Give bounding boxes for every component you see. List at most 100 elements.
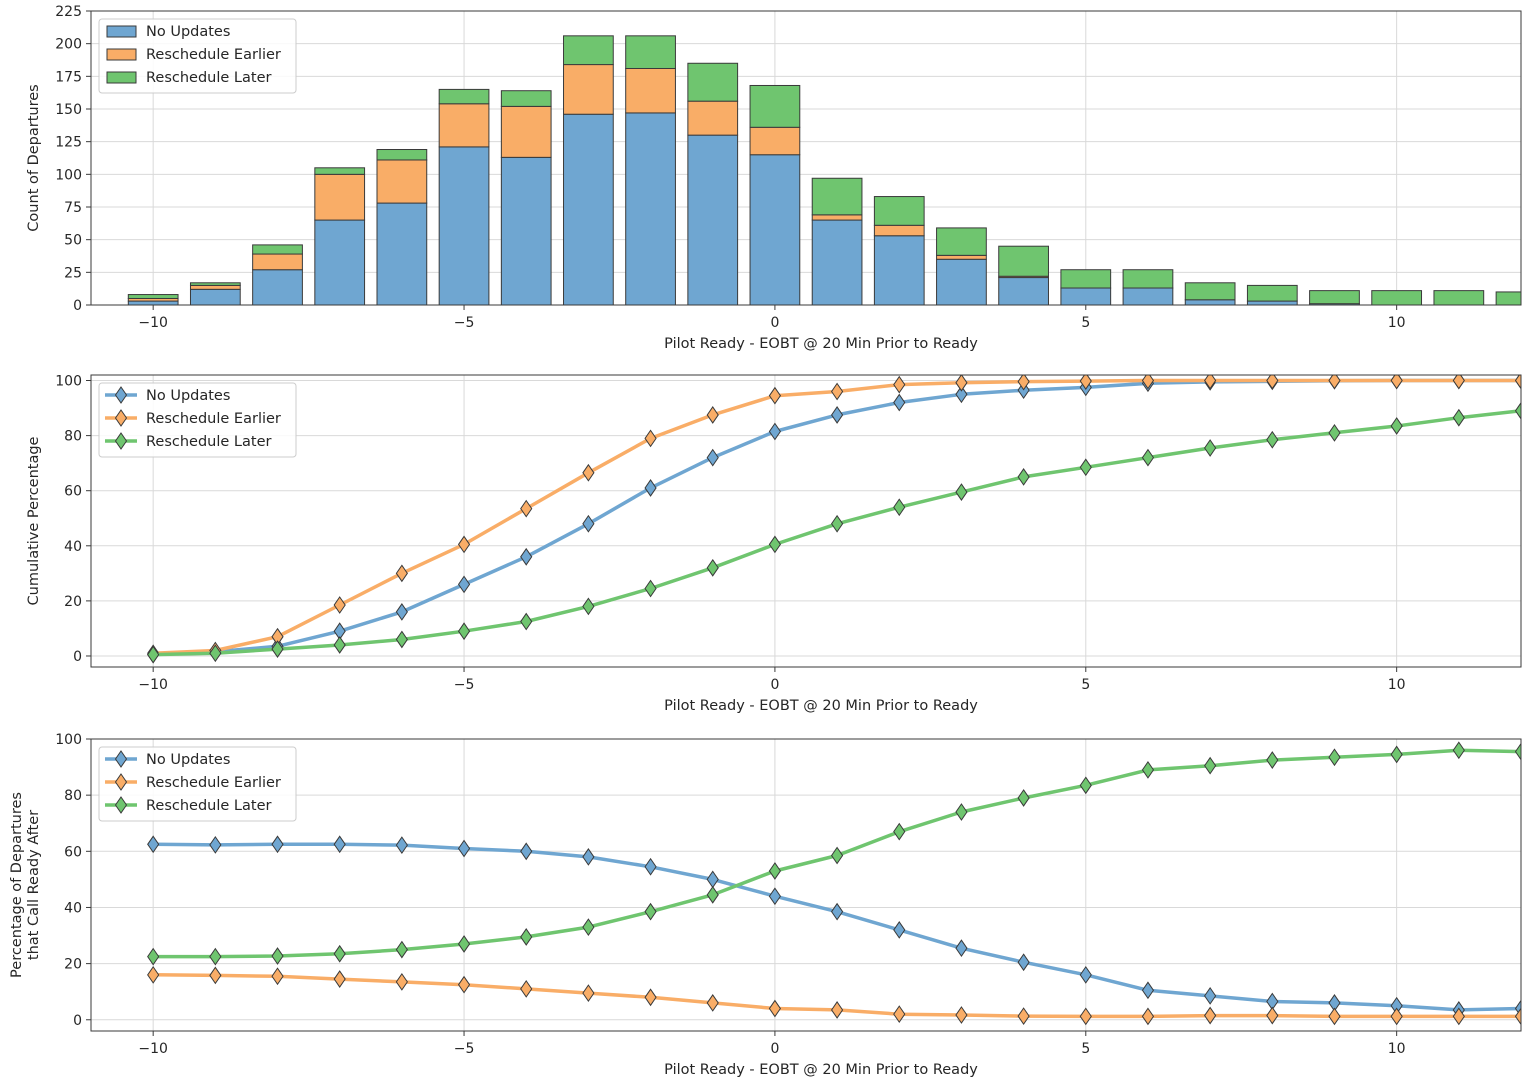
bar-segment xyxy=(687,62,739,102)
bar-segment xyxy=(376,159,428,204)
y-tick-label: 200 xyxy=(55,37,82,53)
axes-frame xyxy=(90,738,1522,1032)
data-point xyxy=(457,935,471,953)
data-point xyxy=(830,1001,844,1019)
x-tick-label: 10 xyxy=(1388,677,1406,693)
data-point xyxy=(520,928,533,946)
y-tick-label: 0 xyxy=(73,649,82,665)
data-point xyxy=(1390,1007,1403,1026)
bar-segment xyxy=(873,224,925,237)
data-point xyxy=(893,1005,906,1024)
data-point xyxy=(147,645,160,664)
data-point xyxy=(768,535,782,554)
bar-segment xyxy=(1433,290,1485,305)
data-point xyxy=(520,612,533,631)
x-tick-label: −5 xyxy=(454,1041,475,1057)
data-point xyxy=(1266,430,1279,449)
data-point xyxy=(520,499,533,518)
data-point xyxy=(1328,1007,1341,1026)
legend: No Updates Reschedule Earlier Reschedule L… xyxy=(98,18,297,94)
x-axis-label: Pilot Ready - EOBT @ 20 Min Prior to Rea… xyxy=(664,336,978,352)
data-point xyxy=(955,375,968,392)
bar-segment xyxy=(1246,300,1298,305)
data-point xyxy=(1079,375,1092,390)
bar-segment xyxy=(563,64,614,115)
data-point xyxy=(520,842,533,861)
y-tick-label: 0 xyxy=(73,298,82,314)
x-axis-label: Pilot Ready - EOBT @ 20 Min Prior to Rea… xyxy=(664,1062,978,1078)
data-point xyxy=(955,385,968,404)
data-point xyxy=(395,940,408,959)
y-tick-label: 40 xyxy=(64,539,82,555)
x-tick-label: −5 xyxy=(454,677,475,693)
data-point xyxy=(1141,1007,1155,1026)
legend-label: No Updates xyxy=(146,752,230,768)
data-point xyxy=(333,835,346,854)
data-point xyxy=(893,375,906,394)
data-point xyxy=(1266,375,1279,390)
bar-segment xyxy=(563,113,614,305)
bar-segment xyxy=(998,277,1049,305)
bar-segment xyxy=(811,219,863,305)
x-tick-label: 0 xyxy=(770,1041,779,1057)
bar-segment xyxy=(936,227,987,256)
legend-marker xyxy=(114,409,128,427)
bar-segment xyxy=(1184,299,1236,305)
data-point xyxy=(706,885,719,904)
data-point xyxy=(1390,417,1403,435)
bar-segment xyxy=(625,35,676,69)
data-point xyxy=(1204,756,1217,775)
bar-segment xyxy=(314,173,366,221)
data-point xyxy=(955,483,968,501)
legend-swatch xyxy=(106,48,137,61)
data-point xyxy=(395,972,408,991)
bar-segment xyxy=(1495,291,1521,305)
data-point xyxy=(955,939,968,958)
data-point xyxy=(395,564,408,583)
plot-area xyxy=(147,375,1521,664)
data-point xyxy=(582,918,595,936)
data-point xyxy=(893,498,906,517)
data-point xyxy=(271,835,284,854)
data-point xyxy=(582,984,595,1002)
bar-segment xyxy=(127,300,179,305)
bar-segment xyxy=(376,149,428,161)
gridlines xyxy=(91,738,1521,1031)
legend-label: No Updates xyxy=(146,388,230,404)
data-point xyxy=(706,406,719,424)
data-point xyxy=(830,382,844,401)
data-point xyxy=(209,966,222,985)
bar-segment xyxy=(625,112,676,305)
bar-segment xyxy=(1060,269,1112,289)
bar-segment xyxy=(252,253,303,271)
bar-segment xyxy=(1371,290,1423,305)
bar-segment xyxy=(1060,287,1112,305)
data-point xyxy=(1141,761,1155,779)
data-point xyxy=(1390,375,1403,390)
data-point xyxy=(209,835,222,854)
bar-segment xyxy=(749,154,801,305)
bar-segment xyxy=(1246,284,1298,302)
data-point xyxy=(1514,375,1521,390)
bar-segment xyxy=(936,258,987,305)
data-point xyxy=(893,393,906,412)
data-point xyxy=(1452,741,1465,760)
x-axis-label: Pilot Ready - EOBT @ 20 Min Prior to Rea… xyxy=(664,698,978,714)
bar-segment xyxy=(1122,269,1174,289)
legend-box xyxy=(98,382,297,458)
bar-segment xyxy=(1309,290,1360,305)
data-point xyxy=(395,603,408,621)
data-point xyxy=(1204,987,1217,1005)
data-point xyxy=(209,644,222,663)
data-point xyxy=(768,887,782,906)
bar-segment xyxy=(998,245,1049,277)
plot-area xyxy=(147,741,1521,1026)
plot-area xyxy=(127,35,1521,305)
data-point xyxy=(893,822,906,841)
bar-segment xyxy=(189,282,241,286)
y-tick-label: 20 xyxy=(64,594,82,610)
bar-segment xyxy=(376,202,428,305)
legend-label: No Updates xyxy=(146,24,230,40)
